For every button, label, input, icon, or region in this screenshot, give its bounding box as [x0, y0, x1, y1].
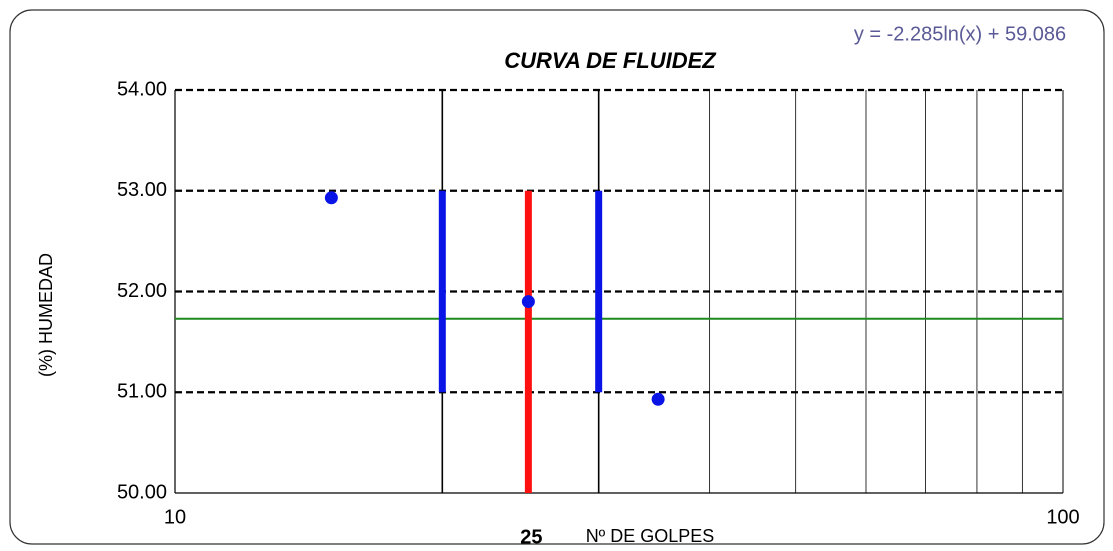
point — [521, 295, 535, 309]
y-tick-label: 51.00 — [117, 381, 167, 403]
chart-title: CURVA DE FLUIDEZ — [504, 48, 717, 73]
y-axis-label: (%) HUMEDAD — [36, 253, 56, 377]
x-tick-label: 100 — [1046, 506, 1079, 528]
y-tick-label: 54.00 — [117, 78, 167, 100]
y-tick-label: 52.00 — [117, 280, 167, 302]
point — [324, 191, 338, 205]
x-tick-label: 10 — [164, 506, 186, 528]
point — [651, 392, 665, 406]
y-tick-label: 53.00 — [117, 179, 167, 201]
x-axis-label: Nº DE GOLPES — [586, 526, 715, 546]
highlight-x-label: 25 — [520, 526, 542, 548]
chart-frame — [9, 9, 1105, 545]
equation: y = -2.285ln(x) + 59.086 — [854, 23, 1066, 45]
y-tick-label: 50.00 — [117, 481, 167, 503]
